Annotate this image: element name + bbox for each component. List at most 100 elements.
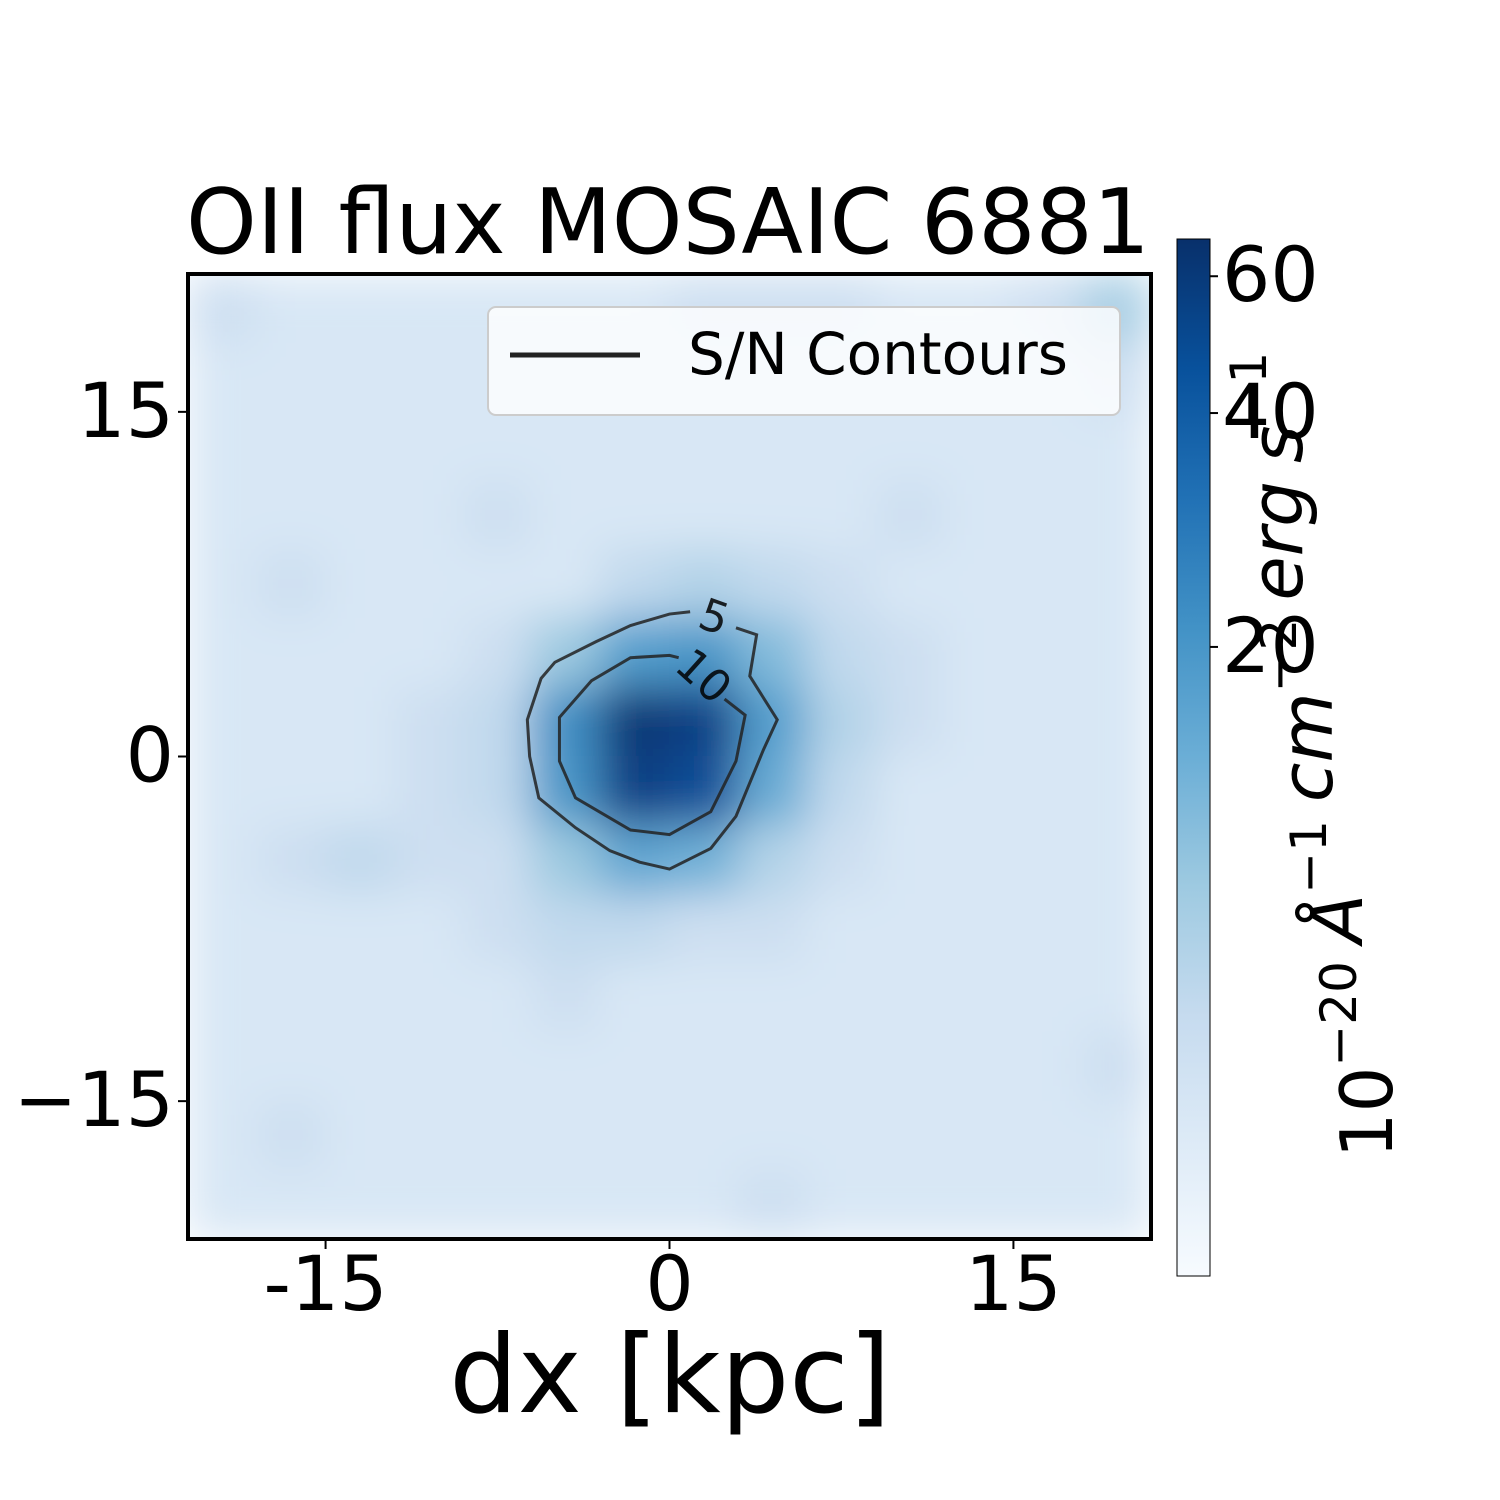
heatmap (188, 274, 1151, 1239)
contour-line (525, 610, 779, 871)
x-tick-label: -15 (264, 1239, 388, 1328)
heatmap-cell (600, 893, 670, 964)
heatmap-cell (806, 549, 877, 620)
colorbar (1176, 238, 1211, 1277)
heatmap-cell (462, 411, 533, 482)
heatmap-cell (325, 1100, 395, 1171)
heatmap-cell (188, 893, 258, 964)
heatmap-cell (1081, 618, 1151, 689)
heatmap-cell (737, 687, 808, 757)
colorbar-label-part: Å (1295, 894, 1379, 947)
heatmap-cell (325, 342, 395, 413)
heatmap-cell (531, 824, 602, 895)
heatmap-cell (737, 480, 808, 551)
heatmap-cell (875, 411, 946, 482)
heatmap-cell (1081, 687, 1151, 757)
heatmap-cell (325, 756, 395, 826)
heatmap-cell (737, 893, 808, 964)
heatmap-cell (806, 962, 877, 1033)
heatmap-cell (325, 411, 395, 482)
colorbar-label-sup: −1 (1220, 352, 1278, 426)
heatmap-cell (944, 1031, 1014, 1102)
heatmap-cell (325, 962, 395, 1033)
heatmap-cell (256, 1031, 327, 1102)
heatmap-cell (944, 893, 1014, 964)
heatmap-cell (462, 687, 533, 757)
heatmap-cell (806, 687, 877, 757)
colorbar-tick-label: 60 (1222, 230, 1319, 319)
heatmap-cell (806, 618, 877, 689)
heatmap-cell (188, 1031, 258, 1102)
heatmap-cell (944, 756, 1014, 826)
y-tick-label: 0 (126, 710, 174, 799)
y-tick-label: 15 (77, 366, 174, 455)
heatmap-cell (1012, 480, 1083, 551)
heatmap-cell (256, 1100, 327, 1171)
colorbar-label: 10−20Å−1cm−2ergs−1 (1220, 352, 1409, 1158)
heatmap-cell (875, 1169, 946, 1239)
heatmap-cell (1012, 824, 1083, 895)
heatmap-cell (188, 824, 258, 895)
heatmap-cell (875, 687, 946, 757)
heatmap-cell (669, 1169, 739, 1239)
heatmap-cell (806, 1169, 877, 1239)
heatmap-cell (462, 480, 533, 551)
heatmap-cell (1081, 1100, 1151, 1171)
heatmap-cell (669, 411, 739, 482)
heatmap-cell (806, 824, 877, 895)
heatmap-cell (393, 480, 464, 551)
heatmap-cell (462, 1100, 533, 1171)
heatmap-cell (600, 480, 670, 551)
heatmap-cell (462, 962, 533, 1033)
heatmap-cell (188, 480, 258, 551)
heatmap-cell (325, 824, 395, 895)
heatmap-cell (393, 1169, 464, 1239)
heatmap-cell (256, 824, 327, 895)
heatmap-cell (188, 411, 258, 482)
heatmap-cell (188, 274, 258, 344)
heatmap-cell (325, 687, 395, 757)
heatmap-cell (737, 756, 808, 826)
heatmap-cell (188, 756, 258, 826)
x-axis-label: dx [kpc] (449, 1313, 891, 1438)
heatmap-cell (944, 618, 1014, 689)
heatmap-cell (256, 687, 327, 757)
heatmap-cell (1012, 962, 1083, 1033)
heatmap-cell (393, 342, 464, 413)
heatmap-cell (1012, 1100, 1083, 1171)
heatmap-cell (600, 1031, 670, 1102)
colorbar-label-sup: −20 (1310, 961, 1368, 1067)
heatmap-cell (737, 962, 808, 1033)
heatmap-cell (256, 342, 327, 413)
heatmap-cell (806, 756, 877, 826)
heatmap-cell (944, 1100, 1014, 1171)
heatmap-cell (944, 411, 1014, 482)
heatmap-cell (669, 687, 739, 757)
legend-box (487, 306, 1121, 416)
heatmap-cell (806, 893, 877, 964)
heatmap-cell (256, 893, 327, 964)
heatmap-cell (188, 1169, 258, 1239)
heatmap-cell (737, 618, 808, 689)
heatmap-cell (944, 962, 1014, 1033)
heatmap-cell (325, 893, 395, 964)
heatmap-cell (1081, 549, 1151, 620)
heatmap-cell (393, 411, 464, 482)
heatmap-cell (393, 687, 464, 757)
x-tick-label: 0 (645, 1239, 693, 1328)
heatmap-cell (1081, 1031, 1151, 1102)
heatmap-cell (188, 549, 258, 620)
heatmap-cell (531, 1169, 602, 1239)
heatmap-cell (1012, 687, 1083, 757)
heatmap-cell (462, 756, 533, 826)
heatmap-cell (256, 756, 327, 826)
heatmap-cell (1012, 1169, 1083, 1239)
heatmap-cell (393, 824, 464, 895)
heatmap-cell (393, 274, 464, 344)
heatmap-cell (669, 962, 739, 1033)
heatmap-cell (600, 549, 670, 620)
colorbar-label-part: 10 (1325, 1067, 1409, 1159)
heatmap-cell (188, 962, 258, 1033)
heatmap-cell (531, 480, 602, 551)
heatmap-cell (1081, 962, 1151, 1033)
